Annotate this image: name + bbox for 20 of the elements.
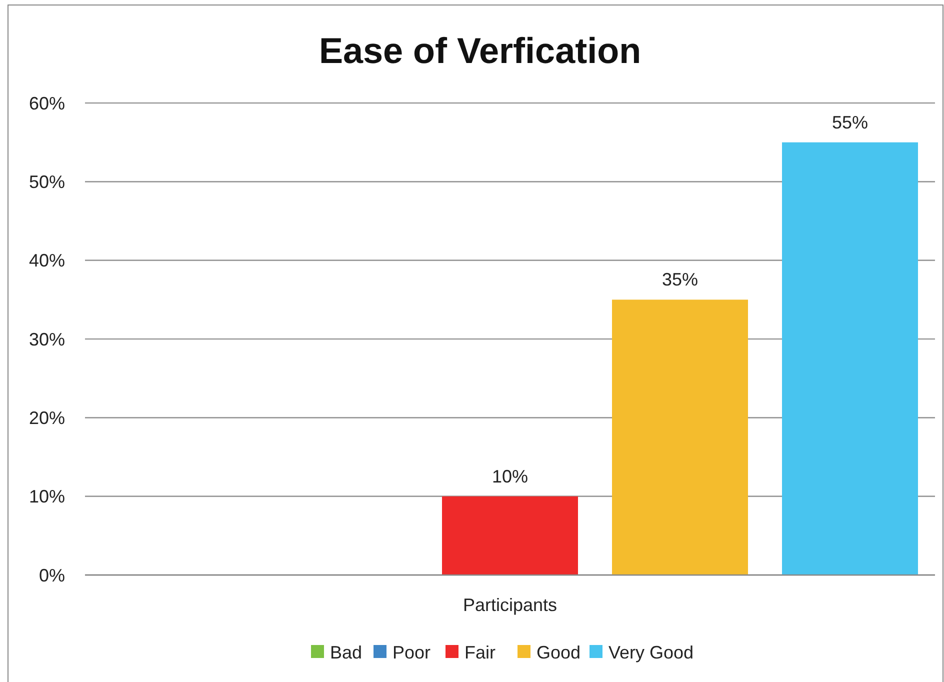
legend-label: Good: [536, 642, 581, 662]
chart-title: Ease of Verfication: [318, 30, 642, 71]
x-tick-label: Participants: [462, 595, 558, 615]
y-tick-label: 20%: [28, 408, 65, 428]
y-tick-label: 40%: [28, 250, 65, 271]
bar: [782, 142, 918, 575]
y-tick-label: 0%: [38, 565, 65, 586]
legend-label: Very Good: [608, 642, 694, 662]
y-tick-label: 30%: [28, 329, 65, 350]
y-tick-label: 50%: [28, 172, 65, 192]
y-tick-label: 10%: [28, 486, 65, 507]
bar: [442, 496, 578, 575]
legend-label: Fair: [464, 642, 496, 662]
data-label: 35%: [662, 270, 698, 290]
data-label: 10%: [492, 466, 528, 486]
legend-label: Bad: [330, 642, 362, 662]
bar: [612, 300, 748, 575]
y-tick-label: 60%: [28, 93, 65, 114]
data-label: 55%: [832, 112, 868, 132]
legend-label: Poor: [392, 642, 431, 662]
